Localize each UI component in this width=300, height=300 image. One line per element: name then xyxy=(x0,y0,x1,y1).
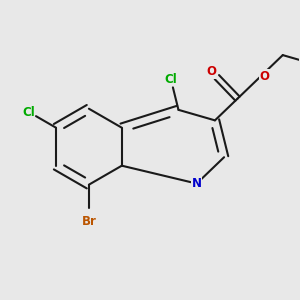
Text: Br: Br xyxy=(82,214,96,227)
Text: O: O xyxy=(207,65,217,78)
Text: N: N xyxy=(192,177,202,190)
Text: Cl: Cl xyxy=(22,106,35,118)
Text: O: O xyxy=(260,70,269,83)
Text: Cl: Cl xyxy=(164,73,177,86)
